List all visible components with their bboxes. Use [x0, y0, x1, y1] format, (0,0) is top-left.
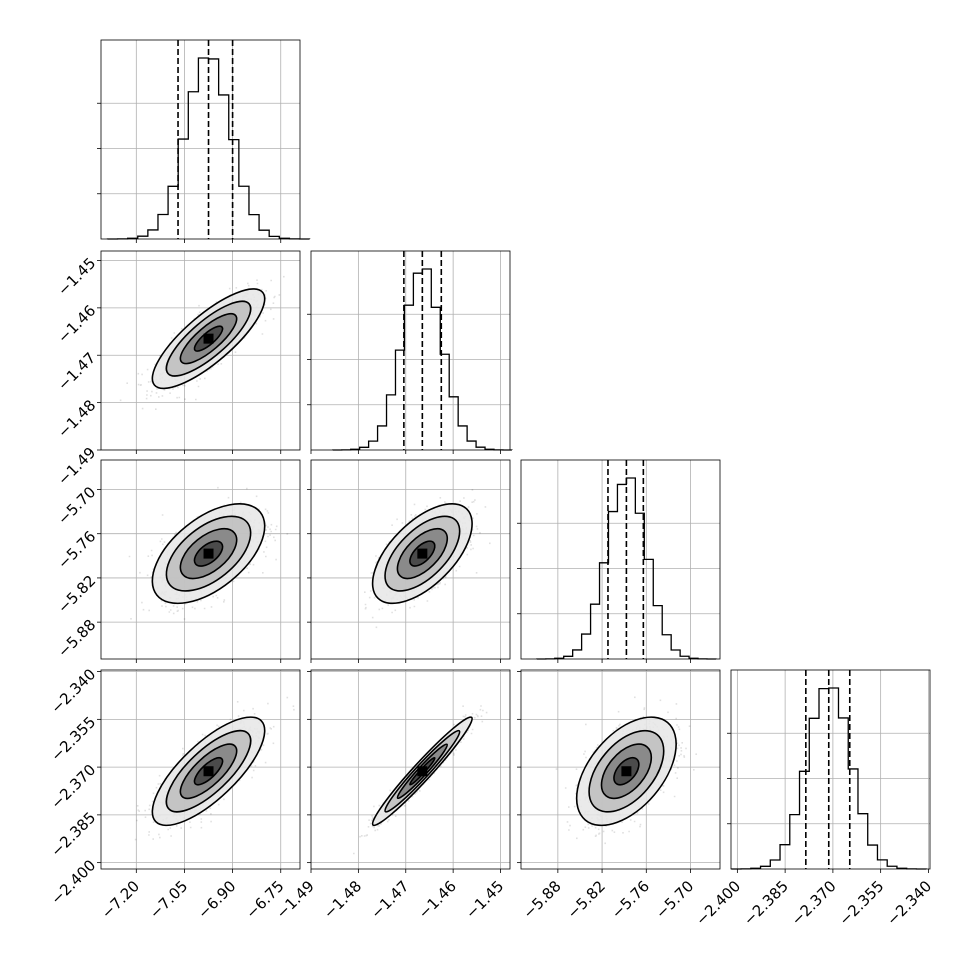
hist-panel-2	[307, 250, 513, 454]
y-tick-label: −5.88	[54, 616, 99, 661]
contour-line	[371, 716, 473, 827]
x-tick-label: −7.20	[98, 877, 143, 922]
y-tick-label: −1.48	[54, 396, 99, 441]
x-tick-label: −5.70	[652, 877, 697, 922]
contour-line	[371, 503, 473, 605]
y-tick-label: −1.49	[54, 444, 99, 489]
y-tick-label: −5.70	[54, 483, 99, 528]
contour-line	[588, 729, 665, 813]
y-tick-label: −1.46	[54, 301, 99, 346]
panel-body	[101, 670, 300, 869]
density-peak	[203, 766, 214, 777]
contour-line	[165, 300, 252, 377]
y-tick-label: −2.340	[47, 665, 99, 717]
scatter-panel-4-1	[97, 669, 301, 873]
contour-line	[396, 527, 449, 580]
panel-frame	[310, 669, 511, 870]
density-peak	[417, 766, 428, 777]
y-tick-label: −2.400	[47, 856, 99, 908]
x-tick-label: −1.48	[320, 877, 365, 922]
panel-frame	[100, 39, 301, 240]
x-tick-label: −2.340	[883, 877, 935, 929]
scatter-panel-4-3	[517, 669, 721, 873]
density-peak	[417, 548, 428, 559]
y-tick-label: −5.82	[54, 572, 99, 617]
x-tick-label: −1.47	[367, 877, 412, 922]
y-tick-label: −2.385	[47, 809, 99, 861]
contour-line	[179, 312, 238, 365]
scatter-panel-2-1	[97, 250, 301, 454]
contour-line	[165, 515, 252, 592]
hist-panel-3	[517, 459, 721, 663]
contour-line	[384, 515, 461, 592]
x-tick-label: −1.45	[462, 877, 507, 922]
x-tick-label: −7.05	[146, 877, 191, 922]
panel-body	[101, 251, 300, 450]
contour-line	[179, 743, 238, 800]
contour-line	[600, 743, 653, 800]
panel-frame	[520, 669, 721, 870]
contour-line	[575, 716, 677, 827]
panel-frame	[310, 250, 511, 451]
panel-frame	[100, 459, 301, 660]
contour-line	[179, 527, 238, 580]
x-tick-label: −2.355	[835, 877, 887, 929]
contour-line	[613, 756, 640, 786]
panel-body	[311, 460, 510, 659]
scatter-panel-4-2	[307, 669, 511, 873]
contour-line	[151, 716, 266, 827]
x-tick-label: −5.82	[564, 877, 609, 922]
contour-line	[165, 729, 252, 813]
x-tick-label: −2.370	[788, 877, 840, 929]
y-tick-label: −2.355	[47, 713, 99, 765]
x-tick-label: −6.90	[194, 877, 239, 922]
panel-frame	[730, 669, 931, 870]
panel-body	[521, 670, 720, 869]
x-tick-label: −2.385	[740, 877, 792, 929]
hist-panel-1	[97, 39, 311, 243]
hist-panel-4	[727, 669, 931, 873]
density-peak	[203, 548, 214, 559]
panel-frame	[520, 459, 721, 660]
contour-line	[151, 288, 266, 390]
panel-frame	[100, 669, 301, 870]
panel-frame	[310, 459, 511, 660]
x-tick-label: −2.400	[692, 877, 744, 929]
density-peak	[621, 766, 632, 777]
x-tick-label: −1.46	[415, 877, 460, 922]
scatter-panel-3-1	[97, 459, 301, 663]
density-peak	[203, 333, 214, 344]
contour-line	[151, 503, 266, 605]
x-tick-label: −5.88	[519, 877, 564, 922]
panel-body	[311, 670, 510, 869]
y-tick-label: −2.370	[47, 761, 99, 813]
panel-body	[101, 460, 300, 659]
y-tick-label: −1.45	[54, 254, 99, 299]
y-tick-label: −5.76	[54, 527, 99, 572]
contour-line	[409, 540, 436, 567]
x-tick-label: −5.76	[608, 877, 653, 922]
y-tick-label: −1.47	[54, 349, 99, 394]
panel-frame	[100, 250, 301, 451]
scatter-panel-3-2	[307, 459, 511, 663]
contour-line	[193, 540, 224, 567]
